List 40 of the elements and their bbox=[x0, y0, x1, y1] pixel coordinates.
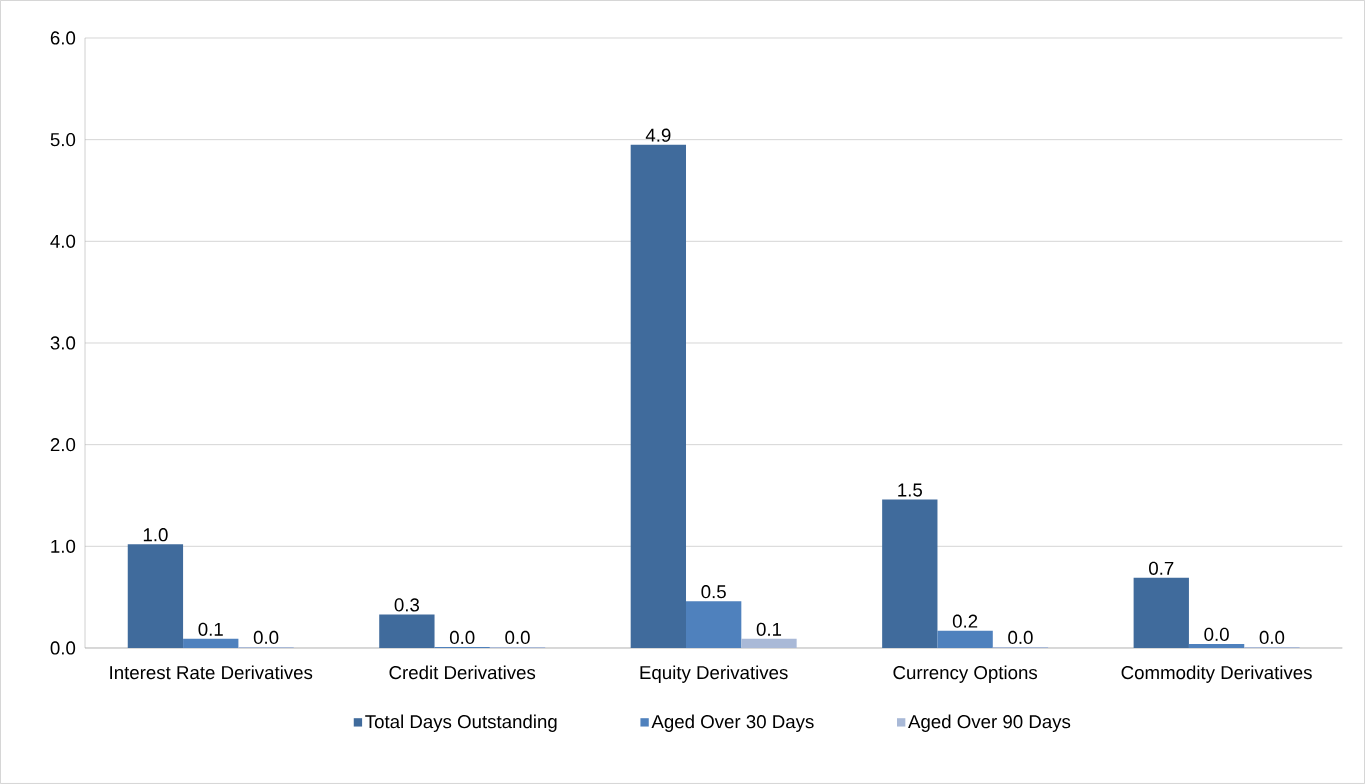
x-tick-label: Interest Rate Derivatives bbox=[110, 665, 313, 680]
data-label: 0.0 bbox=[449, 630, 475, 645]
data-label: 1.5 bbox=[898, 483, 922, 497]
y-tick-label: 1.0 bbox=[51, 539, 76, 553]
y-tick-label: 5.0 bbox=[50, 133, 76, 147]
y-tick-label: 2.0 bbox=[50, 438, 76, 452]
x-tick-label: Currency Options bbox=[893, 665, 1038, 683]
data-label: 0.3 bbox=[394, 598, 420, 612]
data-label: 0.1 bbox=[198, 622, 223, 636]
data-label: 0.0 bbox=[505, 630, 530, 645]
bar bbox=[741, 638, 797, 648]
data-label: 4.9 bbox=[645, 128, 671, 142]
bar bbox=[882, 499, 938, 648]
y-tick-label: 3.0 bbox=[50, 336, 76, 350]
x-tick-label: Commodity Derivatives bbox=[1121, 665, 1312, 683]
bar bbox=[1188, 643, 1245, 648]
bar bbox=[937, 630, 993, 648]
x-tick-label: Credit Derivatives bbox=[389, 665, 536, 680]
data-label: 1.0 bbox=[143, 528, 168, 542]
bar bbox=[379, 614, 435, 648]
bar bbox=[127, 544, 184, 648]
data-label: 0.1 bbox=[756, 622, 782, 636]
data-label: 0.5 bbox=[701, 585, 726, 599]
bar bbox=[183, 638, 239, 648]
legend-label: Aged Over 90 Days bbox=[908, 714, 1071, 732]
x-tick-label: Equity Derivatives bbox=[640, 665, 788, 683]
legend-label: Total Days Outstanding bbox=[365, 714, 557, 732]
bar bbox=[630, 144, 687, 648]
data-label: 0.0 bbox=[253, 630, 279, 645]
bar bbox=[686, 601, 742, 648]
data-label: 0.0 bbox=[1204, 627, 1229, 641]
legend-label: Aged Over 30 Days bbox=[651, 714, 814, 732]
y-tick-label: 4.0 bbox=[50, 234, 76, 248]
data-label: 0.0 bbox=[1259, 630, 1285, 645]
data-label: 0.2 bbox=[952, 614, 978, 628]
y-tick-label: 6.0 bbox=[50, 31, 76, 45]
bar bbox=[1133, 577, 1189, 648]
data-label: 0.0 bbox=[1008, 630, 1033, 645]
y-tick-label: 0.0 bbox=[50, 641, 76, 655]
data-label: 0.7 bbox=[1149, 561, 1174, 575]
